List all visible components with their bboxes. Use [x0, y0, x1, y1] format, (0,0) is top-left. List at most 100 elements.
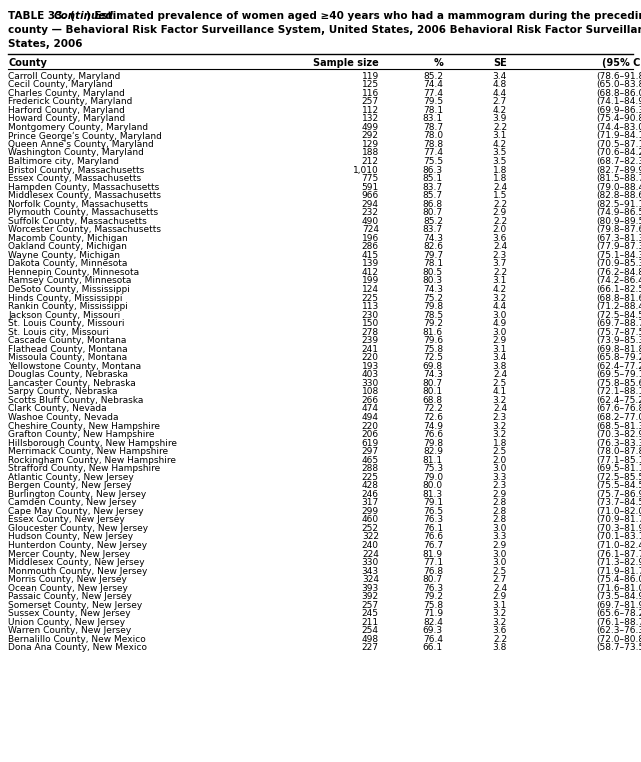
Text: (75.7–87.5): (75.7–87.5) — [596, 328, 641, 337]
Text: 3.6: 3.6 — [493, 626, 507, 636]
Text: 85.2: 85.2 — [423, 216, 443, 226]
Text: 125: 125 — [362, 80, 379, 89]
Text: 465: 465 — [362, 456, 379, 465]
Text: 343: 343 — [362, 567, 379, 575]
Text: (79.8–87.6): (79.8–87.6) — [596, 226, 641, 234]
Text: Strafford County, New Hampshire: Strafford County, New Hampshire — [8, 464, 161, 473]
Text: 85.7: 85.7 — [423, 191, 443, 200]
Text: 245: 245 — [362, 610, 379, 618]
Text: Montgomery County, Maryland: Montgomery County, Maryland — [8, 123, 149, 132]
Text: 252: 252 — [362, 524, 379, 533]
Text: 71.9: 71.9 — [423, 610, 443, 618]
Text: (65.0–83.8): (65.0–83.8) — [596, 80, 641, 89]
Text: Ramsey County, Minnesota: Ramsey County, Minnesota — [8, 277, 131, 286]
Text: 257: 257 — [362, 600, 379, 610]
Text: 75.8: 75.8 — [423, 344, 443, 354]
Text: 76.7: 76.7 — [423, 541, 443, 550]
Text: Gloucester County, New Jersey: Gloucester County, New Jersey — [8, 524, 149, 533]
Text: 2.7: 2.7 — [493, 575, 507, 584]
Text: Dona Ana County, New Mexico: Dona Ana County, New Mexico — [8, 643, 147, 652]
Text: Wayne County, Michigan: Wayne County, Michigan — [8, 251, 121, 260]
Text: (75.4–86.0): (75.4–86.0) — [596, 575, 641, 584]
Text: 76.6: 76.6 — [423, 533, 443, 542]
Text: 77.4: 77.4 — [423, 149, 443, 158]
Text: 292: 292 — [362, 131, 379, 140]
Text: Burlington County, New Jersey: Burlington County, New Jersey — [8, 490, 147, 499]
Text: (66.1–82.5): (66.1–82.5) — [596, 285, 641, 294]
Text: 193: 193 — [362, 362, 379, 371]
Text: (77.9–87.3): (77.9–87.3) — [596, 242, 641, 251]
Text: 83.1: 83.1 — [423, 114, 443, 123]
Text: 76.3: 76.3 — [423, 515, 443, 524]
Text: (76.2–84.8): (76.2–84.8) — [597, 268, 641, 277]
Text: 2.4: 2.4 — [493, 370, 507, 379]
Text: Cheshire County, New Hampshire: Cheshire County, New Hampshire — [8, 421, 160, 431]
Text: (69.5–81.1): (69.5–81.1) — [596, 464, 641, 473]
Text: 79.8: 79.8 — [423, 302, 443, 311]
Text: 3.1: 3.1 — [493, 277, 507, 286]
Text: St. Louis County, Missouri: St. Louis County, Missouri — [8, 319, 125, 328]
Text: 460: 460 — [362, 515, 379, 524]
Text: 3.3: 3.3 — [493, 472, 507, 482]
Text: 83.7: 83.7 — [423, 226, 443, 234]
Text: 2.5: 2.5 — [493, 447, 507, 456]
Text: (76.3–83.3): (76.3–83.3) — [596, 439, 641, 447]
Text: Plymouth County, Massachusetts: Plymouth County, Massachusetts — [8, 208, 158, 217]
Text: 2.4: 2.4 — [493, 183, 507, 191]
Text: 3.1: 3.1 — [493, 131, 507, 140]
Text: Lancaster County, Nebraska: Lancaster County, Nebraska — [8, 379, 136, 388]
Text: (77.1–85.1): (77.1–85.1) — [596, 456, 641, 465]
Text: (72.1–88.1): (72.1–88.1) — [596, 387, 641, 396]
Text: St. Louis city, Missouri: St. Louis city, Missouri — [8, 328, 109, 337]
Text: 83.7: 83.7 — [423, 183, 443, 191]
Text: (68.7–82.3): (68.7–82.3) — [596, 157, 641, 166]
Text: (74.9–86.5): (74.9–86.5) — [596, 208, 641, 217]
Text: Mercer County, New Jersey: Mercer County, New Jersey — [8, 549, 131, 559]
Text: 79.6: 79.6 — [423, 336, 443, 345]
Text: 330: 330 — [362, 558, 379, 567]
Text: 412: 412 — [362, 268, 379, 277]
Text: 78.1: 78.1 — [423, 106, 443, 115]
Text: Rockingham County, New Hampshire: Rockingham County, New Hampshire — [8, 456, 176, 465]
Text: 79.5: 79.5 — [423, 98, 443, 106]
Text: 2.2: 2.2 — [493, 200, 507, 209]
Text: 3.1: 3.1 — [493, 344, 507, 354]
Text: Passaic County, New Jersey: Passaic County, New Jersey — [8, 592, 132, 601]
Text: 3.2: 3.2 — [493, 293, 507, 303]
Text: 2.8: 2.8 — [493, 498, 507, 507]
Text: (76.1–87.7): (76.1–87.7) — [596, 549, 641, 559]
Text: 299: 299 — [362, 507, 379, 516]
Text: 68.8: 68.8 — [423, 396, 443, 405]
Text: 139: 139 — [362, 259, 379, 268]
Text: 4.2: 4.2 — [493, 285, 507, 294]
Text: 3.8: 3.8 — [493, 362, 507, 371]
Text: Middlesex County, New Jersey: Middlesex County, New Jersey — [8, 558, 145, 567]
Text: (75.8–85.6): (75.8–85.6) — [596, 379, 641, 388]
Text: 3.0: 3.0 — [493, 464, 507, 473]
Text: (70.9–85.3): (70.9–85.3) — [596, 259, 641, 268]
Text: 2.8: 2.8 — [493, 515, 507, 524]
Text: 2.3: 2.3 — [493, 482, 507, 490]
Text: 78.1: 78.1 — [423, 259, 443, 268]
Text: 72.5: 72.5 — [423, 354, 443, 362]
Text: 232: 232 — [362, 208, 379, 217]
Text: Continued: Continued — [54, 11, 113, 21]
Text: 3.2: 3.2 — [493, 618, 507, 627]
Text: (81.5–88.7): (81.5–88.7) — [596, 174, 641, 183]
Text: 3.7: 3.7 — [493, 259, 507, 268]
Text: Clark County, Nevada: Clark County, Nevada — [8, 405, 107, 414]
Text: (69.8–81.8): (69.8–81.8) — [596, 344, 641, 354]
Text: 72.2: 72.2 — [423, 405, 443, 414]
Text: 392: 392 — [362, 592, 379, 601]
Text: 3.8: 3.8 — [493, 643, 507, 652]
Text: (68.8–81.6): (68.8–81.6) — [596, 293, 641, 303]
Text: Hillsborough County, New Hampshire: Hillsborough County, New Hampshire — [8, 439, 178, 447]
Text: 266: 266 — [362, 396, 379, 405]
Text: 1.8: 1.8 — [493, 174, 507, 183]
Text: (75.7–86.9): (75.7–86.9) — [596, 490, 641, 499]
Text: (76.1–88.7): (76.1–88.7) — [596, 618, 641, 627]
Text: 775: 775 — [362, 174, 379, 183]
Text: Middlesex County, Massachusetts: Middlesex County, Massachusetts — [8, 191, 162, 200]
Text: (68.2–77.0): (68.2–77.0) — [596, 413, 641, 422]
Text: county — Behavioral Risk Factor Surveillance System, United States, 2006 Behavio: county — Behavioral Risk Factor Surveill… — [8, 25, 641, 35]
